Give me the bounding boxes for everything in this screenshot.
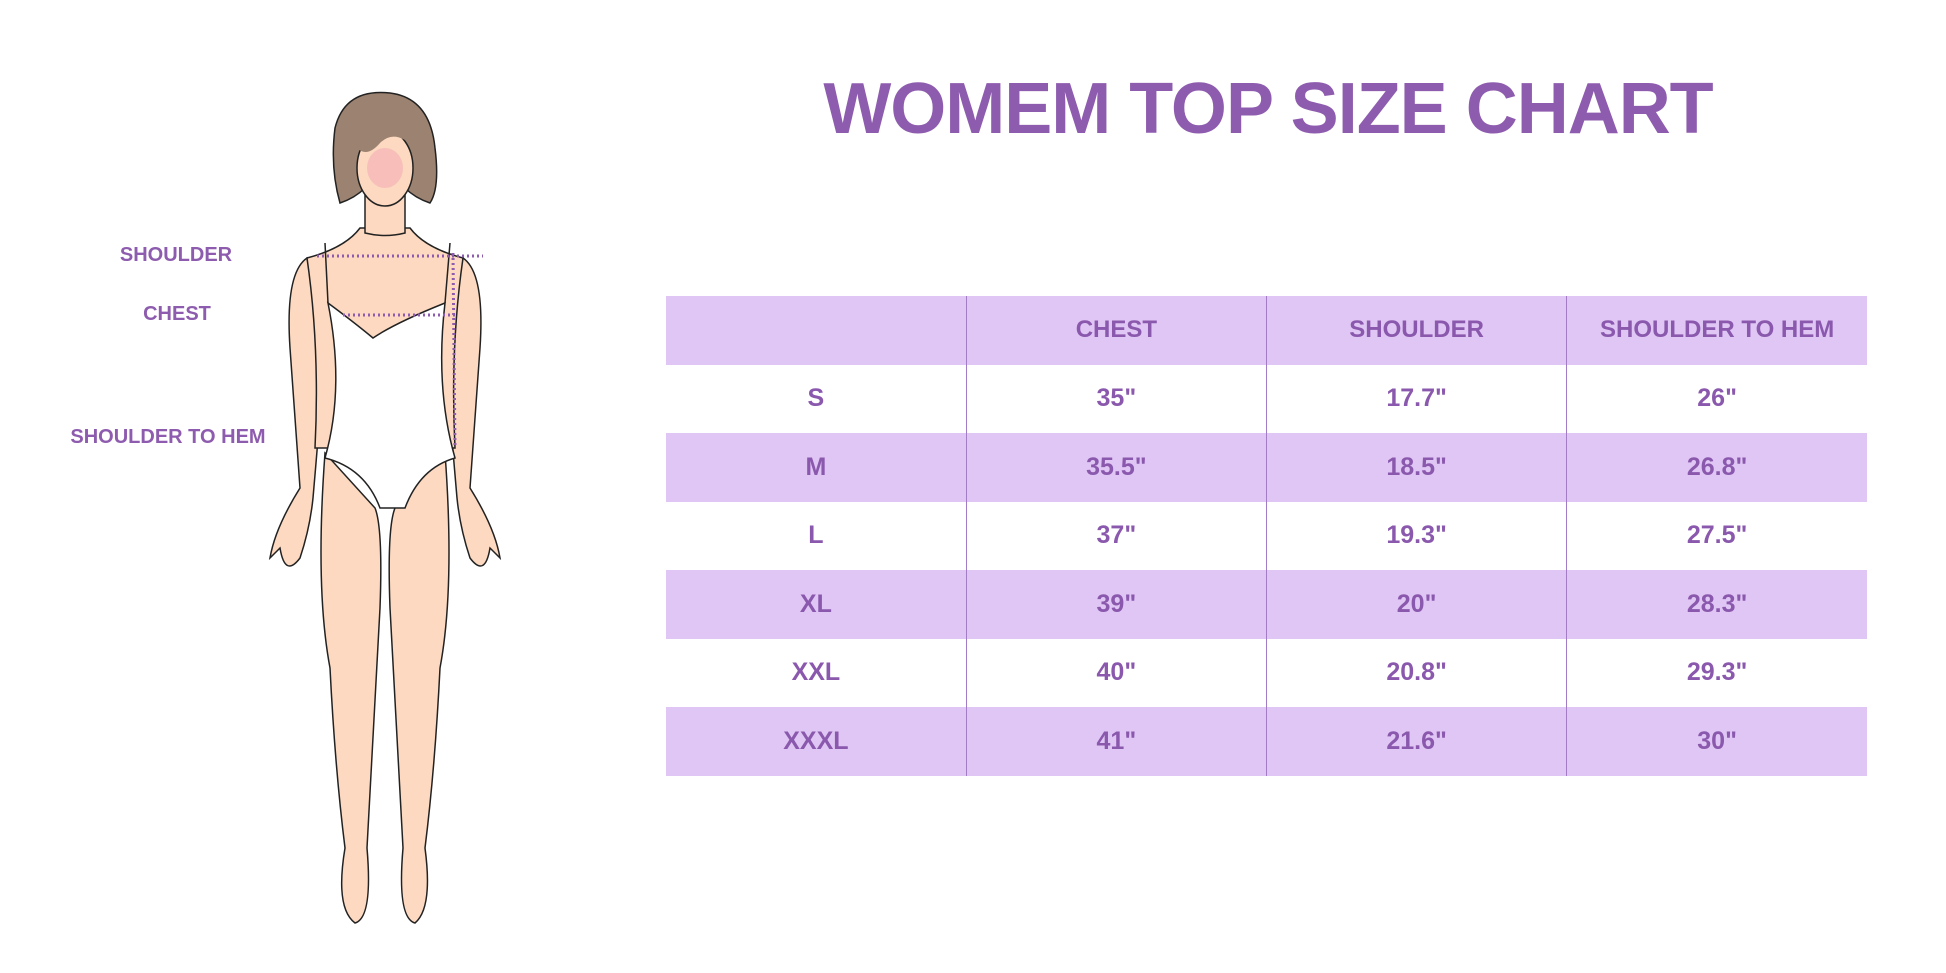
shoulder-to-hem-label: SHOULDER TO HEM <box>70 426 266 448</box>
header-shoulder-to-hem: SHOULDER TO HEM <box>1566 296 1867 365</box>
size-cell: L <box>808 521 824 550</box>
size-chart-table: CHEST SHOULDER SHOULDER TO HEM S 35" 17.7"… <box>666 296 1867 776</box>
table-header-row: CHEST SHOULDER SHOULDER TO HEM <box>666 296 1867 365</box>
chest-cell: 41" <box>965 707 1267 776</box>
shoulder-to-hem-cell: 26" <box>1566 364 1867 433</box>
size-cell: S <box>807 384 825 413</box>
header-shoulder: SHOULDER <box>1265 296 1567 365</box>
shoulder-to-hem-cell: 26.8" <box>1566 433 1867 502</box>
chest-cell: 35.5" <box>965 433 1267 502</box>
header-chest: CHEST <box>965 296 1267 365</box>
chest-cell: 35" <box>965 364 1267 433</box>
table-row: L 37" 19.3" 27.5" <box>666 501 1867 570</box>
table-row: XXXL 41" 21.6" 30" <box>666 707 1867 776</box>
chest-label: CHEST <box>143 303 211 325</box>
shoulder-to-hem-cell: 28.3" <box>1566 570 1867 639</box>
size-cell: XXL <box>791 658 841 687</box>
table-row: XXL 40" 20.8" 29.3" <box>666 638 1867 707</box>
shoulder-cell: 17.7" <box>1265 364 1567 433</box>
size-cell: XXXL <box>783 726 849 755</box>
shoulder-cell: 20.8" <box>1265 638 1567 707</box>
page-title: WOMEM TOP SIZE CHART <box>823 69 1713 149</box>
shoulder-to-hem-cell: 29.3" <box>1566 638 1867 707</box>
shoulder-cell: 18.5" <box>1265 433 1567 502</box>
chest-cell: 39" <box>965 570 1267 639</box>
table-row: M 35.5" 18.5" 26.8" <box>666 433 1867 502</box>
header-size <box>666 296 966 365</box>
shoulder-to-hem-cell: 30" <box>1566 707 1867 776</box>
shoulder-label: SHOULDER <box>119 244 233 266</box>
shoulder-to-hem-cell: 27.5" <box>1566 501 1867 570</box>
chest-cell: 37" <box>965 501 1267 570</box>
size-cell: M <box>805 452 827 481</box>
shoulder-cell: 21.6" <box>1265 707 1567 776</box>
table-row: S 35" 17.7" 26" <box>666 364 1867 433</box>
shoulder-cell: 20" <box>1265 570 1567 639</box>
chest-cell: 40" <box>965 638 1267 707</box>
woman-figure-illustration <box>268 91 502 924</box>
table-row: XL 39" 20" 28.3" <box>666 570 1867 639</box>
size-cell: XL <box>799 589 832 618</box>
shoulder-cell: 19.3" <box>1265 501 1567 570</box>
